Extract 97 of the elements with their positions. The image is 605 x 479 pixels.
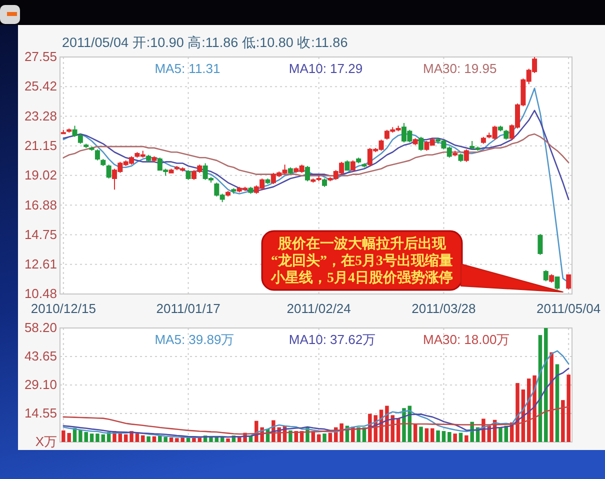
text: MA30: 18.00万 — [423, 332, 510, 347]
bar — [448, 432, 452, 442]
text: MA10: 17.29 — [288, 61, 363, 76]
candlestick — [89, 146, 94, 152]
candlestick — [452, 150, 458, 157]
candlestick — [265, 178, 270, 185]
bar — [550, 352, 554, 442]
candlestick — [100, 158, 106, 166]
candlestick — [464, 148, 469, 162]
line-series — [62, 406, 570, 435]
x-tick-label: 2010/12/15 — [30, 301, 96, 316]
candlestick — [504, 129, 509, 140]
candlestick — [458, 152, 464, 162]
bar — [555, 364, 560, 442]
x-tick-label: 2011/02/24 — [286, 301, 351, 316]
candlestick — [231, 188, 236, 194]
bar — [152, 436, 156, 442]
bar — [101, 434, 106, 442]
line-series — [62, 133, 570, 176]
y-tick-label: X万 — [35, 434, 57, 450]
candlestick — [304, 165, 310, 182]
bar — [498, 427, 502, 442]
bar — [322, 434, 326, 442]
candlestick — [566, 274, 572, 290]
candlestick — [94, 148, 100, 161]
bar — [90, 434, 94, 442]
text: MA30: 19.95 — [423, 61, 497, 76]
candlestick — [362, 162, 367, 168]
bar — [544, 328, 548, 442]
bar — [288, 430, 292, 442]
y-tick-label: 21.15 — [24, 138, 57, 154]
candlestick — [168, 168, 174, 174]
candlestick — [248, 186, 254, 194]
text: MA5: 39.89万 — [154, 332, 234, 347]
text: MA5: 11.31 — [154, 61, 220, 76]
x-tick-label: 2011/05/04 — [536, 301, 601, 316]
candlestick — [344, 160, 350, 171]
y-tick-label: 16.88 — [24, 197, 57, 212]
y-tick-label: 43.65 — [24, 348, 57, 364]
text: MA10: 37.62万 — [288, 332, 376, 347]
y-tick-label: 19.02 — [24, 168, 57, 183]
x-tick-label: 2011/03/28 — [412, 301, 476, 316]
candlestick — [418, 136, 424, 152]
bar — [453, 434, 457, 442]
line-series — [62, 350, 570, 438]
chart-title: 2011/05/04 开:10.90 高:11.86 低:10.80 收:11.86 — [62, 35, 348, 50]
candlestick — [543, 270, 548, 282]
y-tick-label: 14.75 — [24, 226, 57, 242]
bar — [328, 432, 332, 442]
candlestick — [412, 138, 418, 146]
bar — [124, 434, 128, 442]
y-tick-label: 25.42 — [24, 78, 57, 94]
candlestick — [498, 125, 503, 132]
bar — [316, 434, 321, 442]
bar — [424, 428, 429, 442]
bar — [169, 437, 174, 442]
bar — [458, 432, 463, 442]
y-tick-label: 23.28 — [24, 108, 57, 124]
y-tick-label: 27.55 — [24, 49, 57, 64]
bar — [430, 428, 434, 442]
bar — [464, 435, 468, 442]
candlestick — [356, 157, 362, 164]
candlestick — [106, 164, 112, 179]
bar — [419, 426, 423, 442]
line-series — [62, 368, 570, 438]
y-tick-label: 10.48 — [24, 286, 57, 302]
annotation: 股价在一波大幅拉升后出现“龙回头”，在5月3号出现缩量小星线，5月4日股价强势涨停 — [270, 235, 453, 286]
candlestick — [350, 160, 356, 171]
bar — [146, 436, 150, 442]
candlestick — [554, 276, 560, 290]
line-series — [62, 110, 570, 200]
bar — [135, 434, 140, 442]
candlestick — [322, 178, 328, 188]
candlestick — [60, 129, 66, 135]
y-tick-label: 14.55 — [24, 406, 57, 421]
bar — [226, 438, 230, 442]
bar — [356, 427, 360, 442]
bar — [413, 424, 418, 442]
y-tick-label: 12.61 — [24, 256, 57, 272]
y-tick-label: 58.20 — [24, 320, 57, 336]
bar — [516, 383, 520, 442]
candlestick — [288, 166, 293, 175]
candlestick — [84, 143, 89, 148]
candlestick — [152, 156, 157, 162]
bar — [442, 431, 446, 442]
bar — [141, 435, 145, 442]
candlestick — [186, 170, 191, 180]
candlestick — [480, 136, 486, 144]
candlestick — [66, 128, 72, 134]
y-tick-label: 29.10 — [24, 377, 57, 392]
candlestick — [226, 190, 231, 198]
candlestick — [538, 234, 543, 256]
bar — [96, 434, 100, 442]
candlestick — [549, 274, 554, 284]
candlestick — [146, 154, 152, 162]
x-tick-label: 2011/01/17 — [156, 301, 220, 316]
bar — [436, 430, 440, 442]
